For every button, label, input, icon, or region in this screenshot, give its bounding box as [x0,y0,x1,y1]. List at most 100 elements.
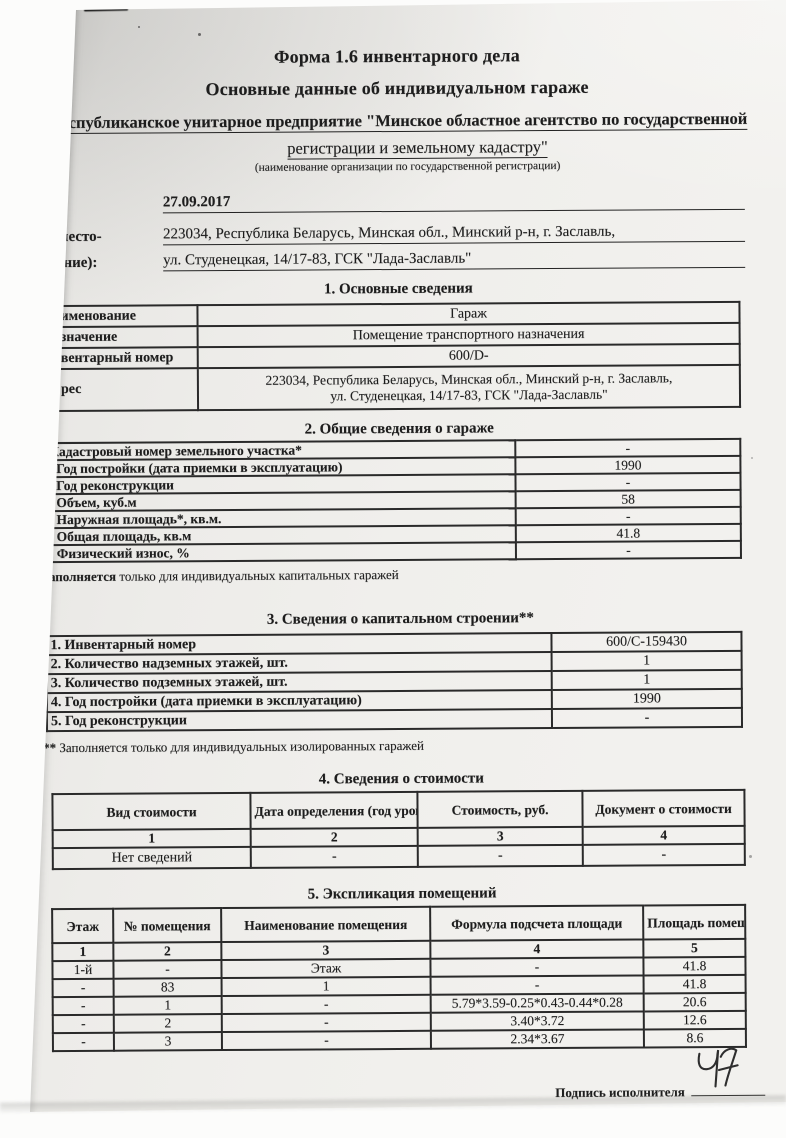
table-row: . Физический износ, % - [45,540,741,563]
column-header: Стоимость, руб. [417,790,583,828]
table-cell: 41.8 [643,956,746,976]
table-cell: 1 [221,976,431,997]
table-cell: - [430,957,644,977]
table-cell: - [582,843,745,866]
table-row: Нет сведений - - - [52,843,745,870]
row-label: рес [30,368,199,412]
organization-name-line1: Республиканское унитарное предприятие "М… [51,108,748,135]
handwritten-initials-drawing [697,1047,739,1088]
row-value: 600/C-159430 [551,631,742,653]
table-cell: - [250,845,418,868]
column-header: № помещения [113,908,222,943]
column-number: 1 [52,942,114,962]
row-value: 223034, Республика Беларусь, Минская обл… [197,364,741,411]
table-header-row: Этаж № помещения Наименование помещения … [52,904,746,944]
column-number: 3 [221,940,431,961]
row-label: значение [30,326,198,349]
row-value: 1990 [551,688,742,710]
column-header: Площадь помещения [643,904,746,940]
table-cell: 12.6 [643,1010,746,1030]
column-header: Формула подсчета площади [430,905,644,941]
table-cell: - [52,978,114,998]
scan-speck [751,457,753,459]
scan-corner-mark [83,3,129,12]
table-cell: 20.6 [643,992,746,1012]
table-cell: - [52,1032,114,1052]
section1-table: именование Гараж значение Помещение тран… [30,301,741,413]
row-value: 1 [551,650,742,672]
table-cell: - [417,844,583,867]
handwritten-initials [691,1042,748,1102]
address-value-line2: ул. Студенецкая, 14/17-83, ГСК "Лада-Зас… [330,386,608,404]
scan-speck [749,855,752,858]
row-value: 1 [551,669,742,691]
scan-speck [198,33,201,36]
row-value: - [551,707,743,729]
table-cell: - [430,975,644,995]
section2-title: 2. Общие сведения о гараже [304,420,494,438]
column-number: 1 [52,828,251,849]
row-value: - [515,540,741,560]
section2-table: Кадастровый номер земельного участка* - .… [44,438,742,563]
row-label: . Физический износ, % [45,542,516,563]
row-label: вентарный номер [30,347,198,370]
table-cell: 1-й [52,960,114,980]
section3-title: 3. Сведения о капитальном строении** [266,610,534,628]
column-number: 2 [113,942,222,961]
row-value: - [515,438,741,458]
table-header-row: Вид стоимости Дата определения (год уров… [52,789,745,831]
table-cell: - [113,960,222,979]
date-field: 27.09.2017 [162,190,745,214]
row-value: 1990 [515,455,741,475]
table-cell: 2 [113,1014,222,1033]
document-title: Основные данные об индивидуальном гараже [205,76,589,100]
section5-title: 5. Экспликация помещений [307,885,497,903]
table-cell: Этаж [221,958,431,979]
section5-table: Этаж № помещения Наименование помещения … [51,904,747,1052]
column-number: 4 [430,939,644,959]
date-label: а: [41,197,55,214]
column-number: 5 [643,938,746,958]
table-cell: 1 [113,996,222,1015]
column-number: 2 [250,827,418,847]
table-row: рес 223034, Республика Беларусь, Минская… [30,364,741,412]
table-cell: 5.79*3.59-0.25*0.43-0.44*0.28 [430,993,644,1013]
row-value: 41.8 [515,523,741,543]
table-cell: - [52,1014,114,1034]
address-value-line1: 223034, Республика Беларусь, Минская обл… [265,370,673,388]
row-label: 5. Год реконструкции [46,709,553,732]
column-header: Этаж [52,908,114,944]
section3-footnote: ** Заполняется только для индивидуальных… [43,737,424,756]
row-value: 58 [515,489,741,509]
row-value: - [515,506,741,526]
table-cell: Нет сведений [52,846,251,870]
table-cell: 3.40*3.72 [430,1011,644,1031]
address-label-line2: ождение): [31,254,98,272]
scan-speck [138,26,140,28]
column-header: Документ о стоимости [582,789,745,827]
row-label: именование [30,305,198,328]
column-header: Дата определения (год уровня цен) [250,791,418,829]
table-cell: 3 [113,1032,222,1051]
date-value: 27.09.2017 [162,190,745,214]
section3-table: 1. Инвентарный номер 600/C-159430 2. Коли… [45,631,743,732]
table-cell: - [52,996,114,1016]
form-title: Форма 1.6 инвентарного дела [273,45,520,67]
column-header: Наименование помещения [221,906,431,943]
address-field-line1: 223034, Республика Беларусь, Минская обл… [162,222,746,246]
table-row: - 3 - 2.34*3.67 8.6 [52,1028,746,1052]
column-header: Вид стоимости [52,792,251,831]
table-cell: - [221,1012,431,1033]
section4-title: 4. Сведения о стоимости [318,770,484,788]
address-field-line2: ул. Студенецкая, 14/17-83, ГСК "Лада-Зас… [163,248,746,272]
organization-name-line2: регистрации и земельному кадастру" [287,137,548,160]
table-cell: - [221,1030,431,1051]
column-number: 3 [417,826,583,846]
section4-table: Вид стоимости Дата определения (год уров… [51,789,745,870]
section1-title: 1. Основные сведения [323,280,473,298]
table-row: 5. Год реконструкции - [46,707,743,732]
organization-caption: (наименование организации по государстве… [254,159,561,174]
